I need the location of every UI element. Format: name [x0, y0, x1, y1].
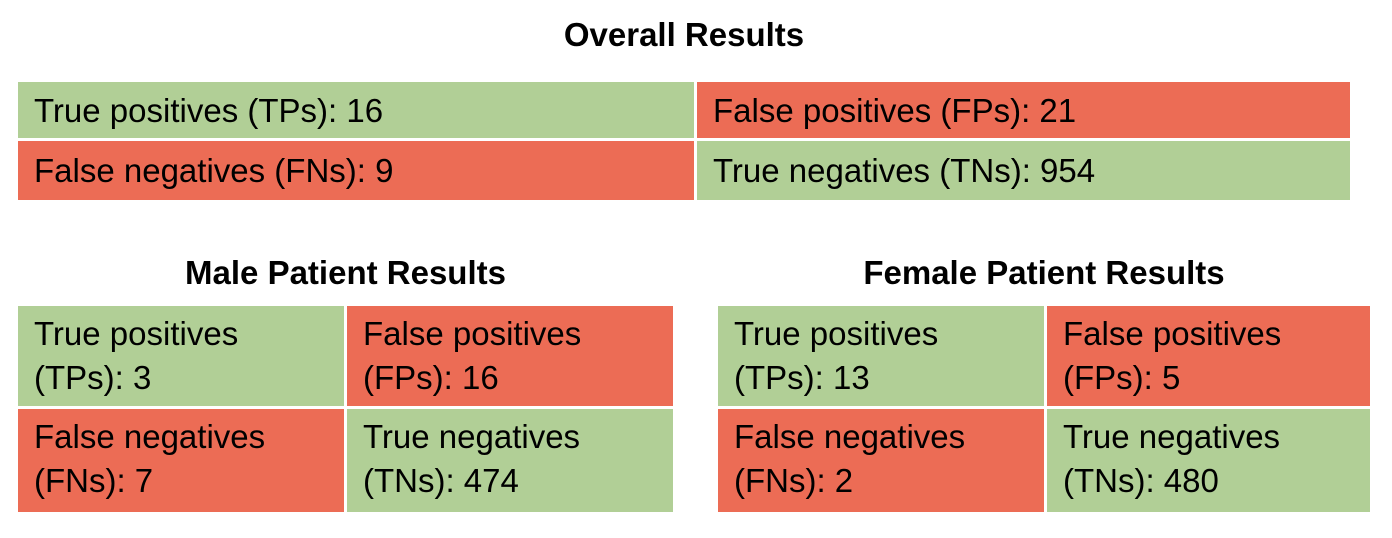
male-false-negatives-cell: False negatives (FNs): 7 [18, 409, 344, 512]
male-true-negatives-cell: True negatives (TNs): 474 [347, 409, 673, 512]
overall-true-negatives-cell: True negatives (TNs): 954 [697, 141, 1350, 200]
overall-tp-label: True positives (TPs): 16 [34, 91, 384, 129]
male-fp-label: False positives [363, 315, 582, 352]
male-false-positives-cell: False positives (FPs): 16 [347, 306, 673, 406]
female-confusion-matrix: True positives (TPs): 13 False positives… [718, 306, 1370, 512]
female-fp-value: (FPs): 5 [1063, 359, 1181, 396]
female-fp-label: False positives [1063, 315, 1282, 352]
female-results-title: Female Patient Results [863, 254, 1225, 291]
male-tn-label: True negatives [363, 418, 581, 455]
overall-true-positives-cell: True positives (TPs): 16 [18, 82, 694, 138]
female-tp-label: True positives [734, 315, 939, 352]
male-true-positives-cell: True positives (TPs): 3 [18, 306, 344, 406]
female-tn-value: (TNs): 480 [1063, 462, 1219, 499]
male-tn-value: (TNs): 474 [363, 462, 519, 499]
male-tp-value: (TPs): 3 [34, 359, 152, 396]
male-fn-value: (FNs): 7 [34, 462, 154, 499]
female-fn-value: (FNs): 2 [734, 462, 854, 499]
overall-false-positives-cell: False positives (FPs): 21 [697, 82, 1350, 138]
female-tn-label: True negatives [1063, 418, 1281, 455]
female-true-negatives-cell: True negatives (TNs): 480 [1047, 409, 1370, 512]
female-tp-value: (TPs): 13 [734, 359, 870, 396]
overall-results-title: Overall Results [563, 16, 805, 53]
female-true-positives-cell: True positives (TPs): 13 [718, 306, 1044, 406]
male-confusion-matrix: True positives (TPs): 3 False positives … [18, 306, 673, 512]
male-fp-value: (FPs): 16 [363, 359, 499, 396]
male-fn-label: False negatives [34, 418, 266, 455]
male-results-title: Male Patient Results [185, 254, 506, 291]
overall-fp-label: False positives (FPs): 21 [713, 91, 1077, 129]
male-tp-label: True positives [34, 315, 239, 352]
overall-false-negatives-cell: False negatives (FNs): 9 [18, 141, 694, 200]
overall-confusion-matrix: True positives (TPs): 16 False positives… [18, 82, 1350, 200]
overall-tn-label: True negatives (TNs): 954 [713, 152, 1096, 189]
female-false-negatives-cell: False negatives (FNs): 2 [718, 409, 1044, 512]
overall-fn-label: False negatives (FNs): 9 [34, 152, 394, 189]
female-fn-label: False negatives [734, 418, 966, 455]
female-false-positives-cell: False positives (FPs): 5 [1047, 306, 1370, 406]
